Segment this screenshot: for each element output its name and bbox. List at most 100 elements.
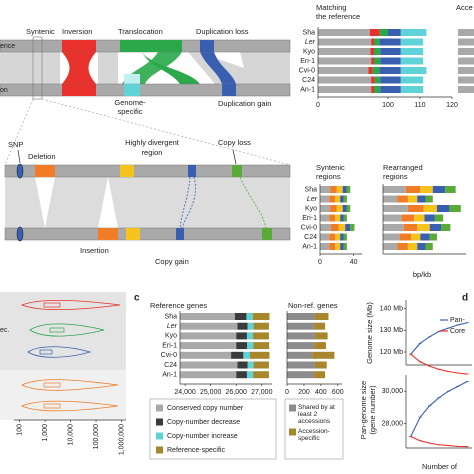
cropped-bar — [458, 57, 474, 65]
bar-segment — [400, 86, 424, 93]
bar-segment — [383, 224, 404, 231]
box — [43, 382, 61, 388]
x-tick-label: 100,000 — [93, 424, 100, 449]
copy-link — [239, 176, 267, 229]
pointer — [232, 149, 237, 165]
deletion-gap — [35, 177, 55, 228]
feature-label: Duplication loss — [196, 27, 249, 36]
bar-segment — [400, 48, 424, 55]
translocation-block — [120, 40, 182, 52]
bar-segment — [236, 332, 247, 340]
x-tick-label: 100 — [382, 102, 394, 109]
bar-segment — [236, 371, 247, 379]
panel-title: the reference — [316, 12, 360, 21]
x-tick-label: 1,000 — [42, 424, 49, 442]
bar-segment — [403, 224, 418, 231]
bar-segment — [330, 224, 339, 231]
bar-segment — [246, 313, 253, 320]
bar-segment — [350, 224, 355, 231]
bar-segment — [287, 332, 315, 340]
bar-segment — [420, 186, 433, 193]
bar-segment — [314, 332, 328, 340]
bar-segment — [180, 371, 237, 379]
bar-segment — [329, 233, 336, 241]
y-tick-label: 140 Mb — [380, 306, 403, 313]
bar-segment — [287, 351, 313, 359]
bar-segment — [340, 214, 344, 222]
category-label: Sha — [305, 186, 318, 193]
legend-label: Shared by at least 2 accessions — [298, 404, 335, 425]
bar-segment — [340, 195, 344, 203]
category-label: Eri-1 — [162, 342, 177, 349]
bar-segment — [335, 233, 341, 241]
panel-title: Matching — [316, 3, 346, 12]
y-axis-label: Pan-genome size — [359, 381, 368, 439]
bar-segment — [400, 57, 424, 65]
bar-segment — [231, 351, 244, 359]
bar-segment — [253, 342, 270, 350]
bar-segment — [253, 361, 269, 369]
bar-segment — [247, 322, 254, 330]
bar-segment — [318, 67, 369, 74]
bar-segment — [423, 205, 437, 212]
bar-segment — [318, 38, 372, 46]
bar-segment — [318, 57, 372, 65]
x-tick-label: 600 — [332, 389, 344, 396]
x-tick-label: 0 — [285, 389, 289, 396]
bar-segment — [180, 322, 238, 330]
bar-segment — [372, 67, 380, 74]
bar-segment — [383, 214, 402, 222]
bar-segment — [417, 195, 426, 203]
copy-loss-block — [232, 165, 242, 177]
violin-panel: ec. — [0, 292, 126, 420]
legend-swatch — [289, 428, 296, 436]
legend-swatch — [156, 418, 163, 426]
line-series — [410, 436, 468, 448]
category-label: Kyo — [305, 205, 317, 212]
panel-title: Rearranged — [383, 163, 423, 172]
bar-segment — [253, 322, 269, 330]
bar-segment — [400, 67, 427, 74]
category-label: Cvi-0 — [299, 67, 315, 74]
bar-segment — [424, 214, 435, 222]
x-tick-label: 27,000 — [251, 389, 273, 396]
bar-segment — [371, 76, 375, 84]
legend-swatch — [156, 446, 163, 454]
feature-label: Genome- — [114, 98, 146, 107]
bar-segment — [342, 205, 347, 212]
insertion-block — [98, 228, 118, 240]
bar-segment — [436, 205, 450, 212]
y-tick-label: 120 Mb — [380, 349, 403, 356]
panel-background — [0, 370, 126, 420]
query-genome — [0, 83, 291, 97]
bar-segment — [425, 195, 433, 203]
variant-diagram: SNP Deletion Highly divergent region Cop… — [4, 138, 291, 266]
bar-segment — [405, 186, 421, 193]
legend-swatch — [289, 404, 296, 412]
bar-segment — [429, 224, 442, 231]
syntenic-ribbon — [0, 52, 60, 84]
bar-segment — [449, 205, 461, 212]
legend-text-box: Accession-specific — [298, 428, 330, 442]
bar-segment — [383, 233, 400, 241]
bar-segment — [374, 76, 381, 84]
bar-segment — [320, 195, 330, 203]
bar-segment — [379, 29, 388, 36]
bar-segment — [314, 371, 326, 379]
bar-segment — [343, 195, 347, 203]
bar-segment — [180, 332, 237, 340]
bar-segment — [287, 342, 315, 350]
bar-segment — [379, 38, 401, 46]
legend-label: Reference-specific — [167, 447, 225, 454]
bar-segment — [318, 86, 372, 93]
bar-segment — [411, 233, 421, 241]
panel-title: Syntenic — [316, 163, 345, 172]
category-label: C24 — [302, 77, 315, 84]
x-tick-label: 25,000 — [200, 389, 222, 396]
inversion-block — [62, 40, 96, 52]
category-label: Eri-1 — [302, 215, 317, 222]
bar-segment — [247, 342, 254, 350]
bar-segment — [346, 205, 351, 212]
violin — [20, 300, 121, 310]
legend-box — [284, 398, 344, 460]
